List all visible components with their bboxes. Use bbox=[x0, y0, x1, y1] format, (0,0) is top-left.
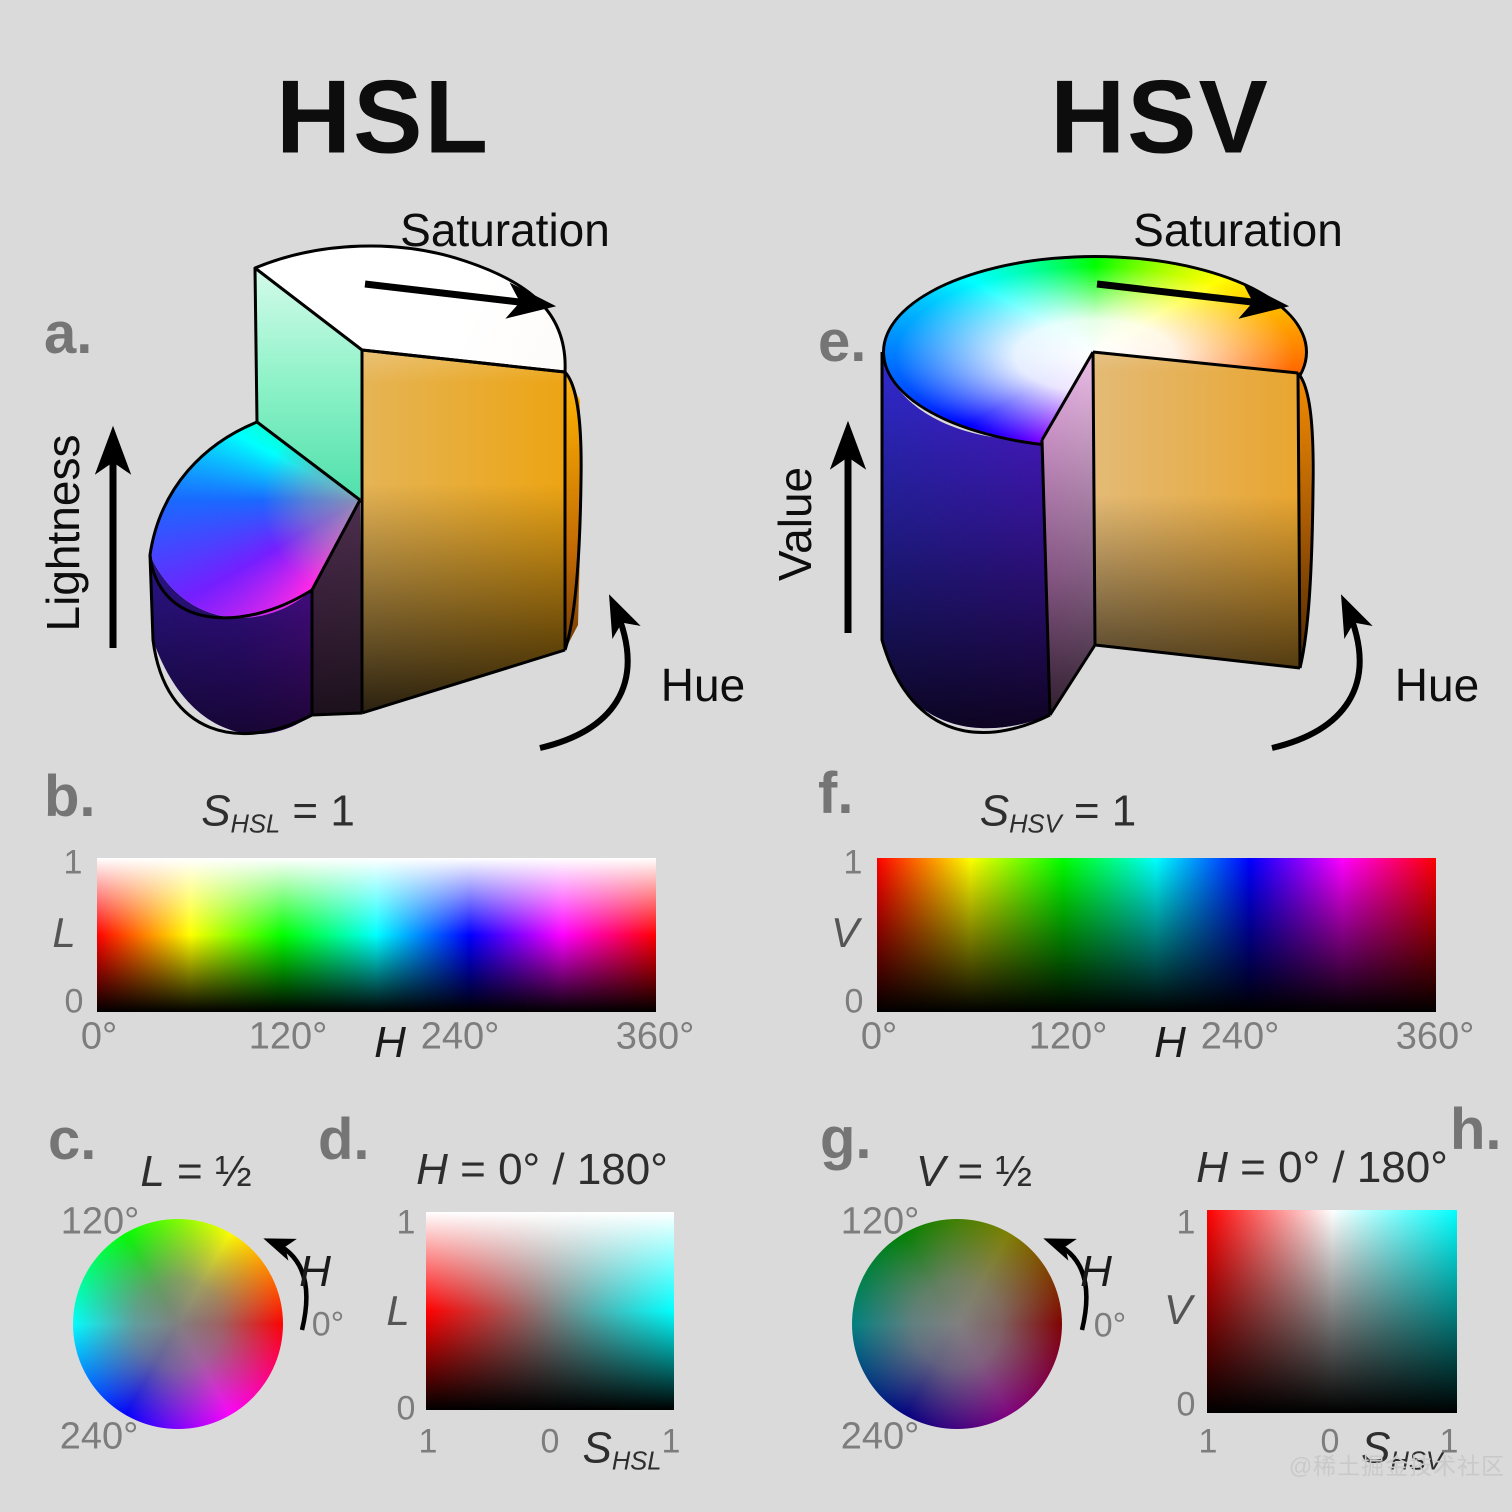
square-hsv-y-top: 1 bbox=[1176, 1203, 1196, 1242]
panel-letter-f: f. bbox=[818, 761, 854, 826]
slice-hsv-y-top: 1 bbox=[843, 843, 863, 882]
square-hsl-y-letter: L bbox=[386, 1287, 410, 1334]
hsl-title: HSL bbox=[276, 59, 490, 176]
hsv-hue-label: Hue bbox=[1394, 659, 1480, 711]
value-label: Value bbox=[769, 466, 821, 582]
panel-letter-e: e. bbox=[818, 309, 867, 374]
wheel-hsl-0-label: 0° bbox=[311, 1305, 345, 1344]
slice-hsl-y-bottom: 0 bbox=[64, 982, 84, 1021]
hsl-saturation-square bbox=[426, 1212, 674, 1410]
slice-hsv-title: SHSV = 1 bbox=[979, 786, 1137, 839]
slice-hsv-y-bottom: 0 bbox=[844, 982, 864, 1021]
hsl-hue-label: Hue bbox=[660, 659, 746, 711]
square-hsv-x-letter: SHSV bbox=[1361, 1423, 1443, 1476]
hsl-cylinder-figure bbox=[20, 215, 580, 775]
slice-hsv-x-tick-240: 240° bbox=[1200, 1015, 1280, 1058]
square-hsv-x-mid: 0 bbox=[1320, 1422, 1340, 1461]
hsv-cylinder-right-cut-face bbox=[1093, 352, 1300, 668]
square-hsl-x-left: 1 bbox=[418, 1422, 438, 1461]
watermark: @稀土掘金技术社区 bbox=[1288, 1453, 1506, 1479]
panel-letter-h: h. bbox=[1450, 1097, 1502, 1162]
square-hsv-y-letter: V bbox=[1163, 1286, 1193, 1333]
square-hsl-y-top: 1 bbox=[396, 1203, 416, 1242]
hsv-title: HSV bbox=[1050, 59, 1270, 176]
panel-letter-b: b. bbox=[44, 764, 96, 829]
square-hsv-x-right: 1 bbox=[1439, 1422, 1459, 1461]
slice-hsl-y-top: 1 bbox=[63, 843, 83, 882]
square-hsl-x-letter: SHSL bbox=[582, 1423, 662, 1476]
square-hsl-y-bottom: 0 bbox=[396, 1389, 416, 1428]
hsl-saturation-label: Saturation bbox=[400, 204, 610, 256]
wheel-hsl-title: L = ½ bbox=[140, 1147, 252, 1196]
square-hsl-title: H = 0° / 180° bbox=[416, 1145, 668, 1194]
wheel-hsl-120-label: 120° bbox=[60, 1200, 140, 1243]
slice-hsv-x-tick-360: 360° bbox=[1395, 1015, 1475, 1058]
slice-hsl-x-tick-0: 0° bbox=[80, 1015, 118, 1058]
slice-hsv-y-letter: V bbox=[830, 909, 860, 956]
slice-hsv-x-letter: H bbox=[1154, 1018, 1186, 1067]
hsv-saturation-label: Saturation bbox=[1133, 204, 1343, 256]
wheel-hsv-title: V = ½ bbox=[915, 1147, 1033, 1196]
slice-hsl-x-tick-240: 240° bbox=[420, 1015, 500, 1058]
hsv-cylinder-figure bbox=[850, 215, 1410, 775]
panel-letter-d: d. bbox=[318, 1107, 370, 1172]
slice-hsl-x-tick-360: 360° bbox=[615, 1015, 695, 1058]
panel-letter-g: g. bbox=[820, 1106, 872, 1171]
wheel-hsv-120-label: 120° bbox=[840, 1200, 920, 1243]
square-hsv-y-bottom: 0 bbox=[1176, 1385, 1196, 1424]
slice-hsl-x-tick-120: 120° bbox=[248, 1015, 328, 1058]
hsl-hue-wheel bbox=[73, 1219, 283, 1429]
slice-hsl-y-letter: L bbox=[52, 909, 76, 956]
square-hsv-title: H = 0° / 180° bbox=[1196, 1143, 1448, 1192]
slice-hsl-title: SHSL = 1 bbox=[201, 786, 355, 839]
square-hsv-x-left: 1 bbox=[1198, 1422, 1218, 1461]
slice-hsv-x-tick-0: 0° bbox=[860, 1015, 898, 1058]
wheel-hsv-0-label: 0° bbox=[1093, 1306, 1127, 1345]
lightness-label: Lightness bbox=[37, 434, 89, 632]
slice-hsl-x-letter: H bbox=[374, 1018, 406, 1067]
hsv-hue-value-slice bbox=[877, 858, 1436, 1012]
wheel-hsl-240-label: 240° bbox=[59, 1415, 139, 1458]
square-hsl-x-right: 1 bbox=[661, 1422, 681, 1461]
hsl-hue-lightness-slice bbox=[97, 858, 656, 1012]
slice-hsv-x-tick-120: 120° bbox=[1028, 1015, 1108, 1058]
wheel-hsv-h-label: H bbox=[1080, 1247, 1112, 1296]
hsv-hue-wheel bbox=[852, 1219, 1062, 1429]
wheel-hsl-h-label: H bbox=[299, 1247, 331, 1296]
panel-letter-c: c. bbox=[48, 1107, 97, 1172]
panel-letter-a: a. bbox=[44, 301, 93, 366]
square-hsl-x-mid: 0 bbox=[540, 1422, 560, 1461]
wheel-hsv-240-label: 240° bbox=[840, 1415, 920, 1458]
hsv-saturation-square bbox=[1207, 1210, 1457, 1413]
